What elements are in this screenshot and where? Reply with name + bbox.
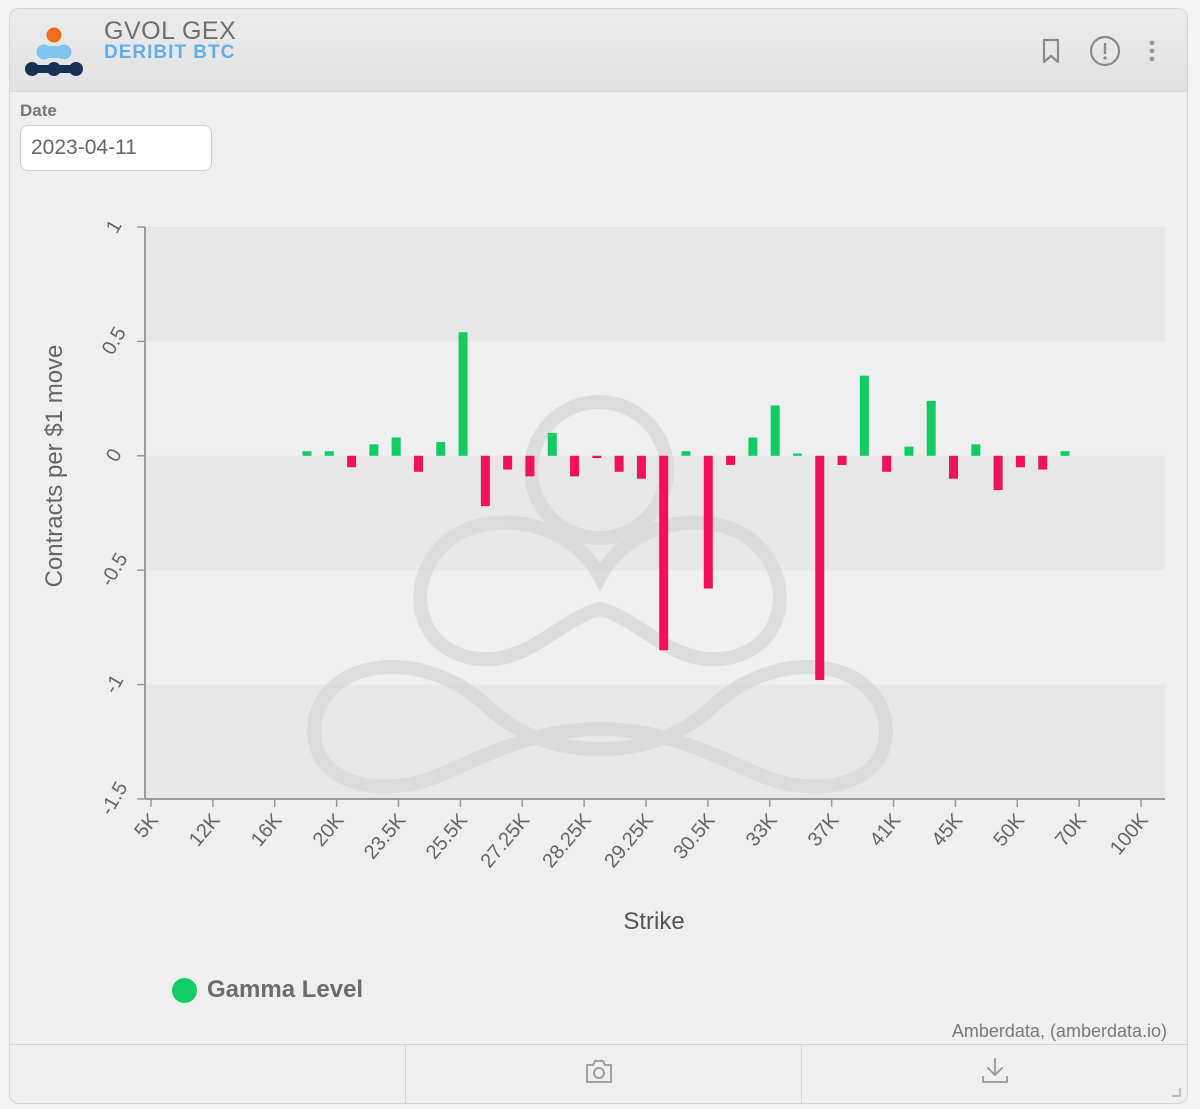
y-tick-labels: 1 0.5 0 -0.5 -1 -1.5 <box>96 216 132 819</box>
info-icon[interactable] <box>1089 35 1121 67</box>
gamma-bar[interactable] <box>369 444 379 456</box>
gamma-bar[interactable] <box>547 432 557 456</box>
widget-header: GVOL GEX DERIBIT BTC <box>10 9 1187 92</box>
camera-icon[interactable] <box>583 1057 615 1085</box>
y-axis-label: Contracts per $1 move <box>41 345 68 588</box>
gamma-bar[interactable] <box>703 455 713 589</box>
gamma-bar[interactable] <box>347 455 357 468</box>
x-tick-label: 37K <box>804 809 844 851</box>
gamma-bar[interactable] <box>993 455 1003 491</box>
x-tick-label: 30.5K <box>669 809 720 864</box>
y-tick-label: 0.5 <box>98 323 131 358</box>
widget-subtitle: DERIBIT BTC <box>104 42 236 63</box>
gvol-logo <box>25 27 83 76</box>
x-tick-label: 27.25K <box>477 809 535 872</box>
legend-dot <box>172 977 197 1003</box>
gamma-bar[interactable] <box>636 455 646 479</box>
x-tick-label: 29.25K <box>600 809 658 872</box>
x-tick-label: 33K <box>742 809 782 851</box>
gamma-bar[interactable] <box>859 375 869 456</box>
x-tick-label: 50K <box>989 809 1029 851</box>
gamma-bar[interactable] <box>726 455 736 465</box>
x-tick-label: 23.5K <box>360 809 411 864</box>
x-tick-labels: 5K 12K 16K 20K 23.5K 25.5K 27.25K 28.25K 29.25K 3… <box>130 809 1153 872</box>
gamma-bar[interactable] <box>1015 455 1025 468</box>
legend-item-gamma[interactable]: Gamma Level <box>172 975 363 1005</box>
gamma-bar[interactable] <box>681 451 691 456</box>
y-tick-label: 1 <box>102 216 127 237</box>
gamma-bar[interactable] <box>949 455 959 479</box>
gamma-bar[interactable] <box>792 453 802 456</box>
widget-footer <box>10 1044 1187 1103</box>
date-label: Date <box>20 101 57 120</box>
gamma-bar[interactable] <box>904 446 914 456</box>
gamma-bar[interactable] <box>413 455 423 472</box>
gamma-bar[interactable] <box>815 455 825 681</box>
legend-label: Gamma Level <box>207 976 364 1003</box>
y-tick-label: 0 <box>102 445 127 466</box>
gamma-bar[interactable] <box>458 332 468 456</box>
footer-cell-camera <box>406 1045 802 1103</box>
gamma-bar[interactable] <box>971 444 981 456</box>
gamma-bar[interactable] <box>570 455 580 477</box>
chart-axes <box>137 226 1165 807</box>
gamma-bar[interactable] <box>480 455 490 507</box>
chart-bars <box>302 332 1070 681</box>
gamma-bar[interactable] <box>659 455 669 651</box>
gamma-bar[interactable] <box>1060 451 1070 456</box>
x-tick-label: 100K <box>1106 809 1153 859</box>
x-tick-label: 16K <box>247 809 287 851</box>
gamma-bar[interactable] <box>436 442 446 456</box>
x-tick-label: 5K <box>130 809 163 842</box>
x-tick-label: 12K <box>185 809 225 851</box>
gamma-bar[interactable] <box>503 455 513 470</box>
gamma-bar[interactable] <box>770 405 780 456</box>
grid-band <box>145 570 1165 685</box>
grid-band <box>145 227 1165 342</box>
date-input[interactable] <box>20 125 212 171</box>
more-icon[interactable] <box>1144 35 1160 67</box>
gamma-bar[interactable] <box>748 437 758 456</box>
x-tick-label: 20K <box>309 809 349 851</box>
y-tick-label: -1.5 <box>96 778 132 819</box>
gamma-bar[interactable] <box>324 451 334 456</box>
gamma-bar[interactable] <box>592 455 602 459</box>
footer-cell <box>10 1045 406 1103</box>
gamma-bar[interactable] <box>302 451 312 456</box>
x-axis-label: Strike <box>623 908 684 935</box>
gamma-bar[interactable] <box>926 400 936 456</box>
widget-title: GVOL GEX <box>104 17 237 45</box>
gamma-bar[interactable] <box>614 455 624 472</box>
resize-handle-icon[interactable] <box>1169 1085 1181 1097</box>
footer-cell-download <box>802 1045 1187 1103</box>
x-tick-label: 45K <box>928 809 968 851</box>
x-tick-label: 41K <box>866 809 906 851</box>
x-tick-label: 70K <box>1051 809 1091 851</box>
x-tick-label: 28.25K <box>538 809 596 872</box>
x-tick-label: 25.5K <box>422 809 473 864</box>
gamma-bar[interactable] <box>525 455 535 477</box>
widget-card: GVOL GEX DERIBIT BTC Date 1 0.5 0 -0.5 -1 -1.… <box>9 8 1188 1104</box>
gamma-bar[interactable] <box>882 455 892 472</box>
y-tick-label: -0.5 <box>96 549 132 590</box>
y-tick-label: -1 <box>100 671 128 697</box>
chart-credit: Amberdata, (amberdata.io) <box>951 1021 1167 1041</box>
gamma-chart: 1 0.5 0 -0.5 -1 -1.5 5K 12K 16K 20K 23.5K 25.5K 27.… <box>41 216 1165 935</box>
gamma-bar[interactable] <box>837 455 847 465</box>
gamma-bar[interactable] <box>391 437 401 456</box>
gamma-bar[interactable] <box>1038 455 1048 470</box>
bookmark-icon[interactable] <box>1035 35 1067 67</box>
download-icon[interactable] <box>979 1056 1011 1086</box>
